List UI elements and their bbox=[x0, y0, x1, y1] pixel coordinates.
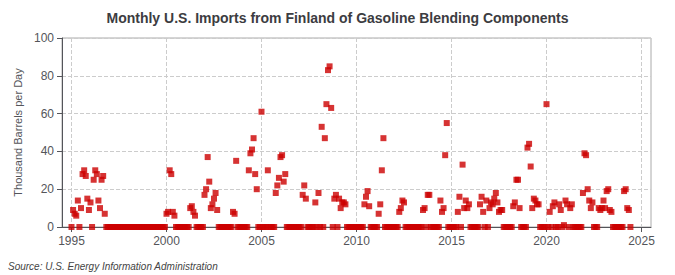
svg-text:0: 0 bbox=[47, 220, 54, 234]
svg-text:40: 40 bbox=[41, 144, 55, 158]
svg-text:20: 20 bbox=[41, 182, 55, 196]
svg-text:2010: 2010 bbox=[343, 234, 370, 248]
svg-text:60: 60 bbox=[41, 107, 55, 121]
svg-text:100: 100 bbox=[34, 31, 54, 45]
svg-text:80: 80 bbox=[41, 69, 55, 83]
svg-text:2000: 2000 bbox=[153, 234, 180, 248]
svg-text:Source: U.S. Energy Informatio: Source: U.S. Energy Information Administ… bbox=[8, 261, 218, 272]
svg-text:2020: 2020 bbox=[533, 234, 560, 248]
svg-text:2015: 2015 bbox=[438, 234, 465, 248]
svg-text:Monthly U.S. Imports from Finl: Monthly U.S. Imports from Finland of Gas… bbox=[107, 10, 569, 26]
svg-text:Thousand Barrels per Day: Thousand Barrels per Day bbox=[12, 68, 24, 197]
svg-text:2005: 2005 bbox=[248, 234, 275, 248]
svg-text:1995: 1995 bbox=[58, 234, 85, 248]
svg-text:2025: 2025 bbox=[628, 234, 655, 248]
